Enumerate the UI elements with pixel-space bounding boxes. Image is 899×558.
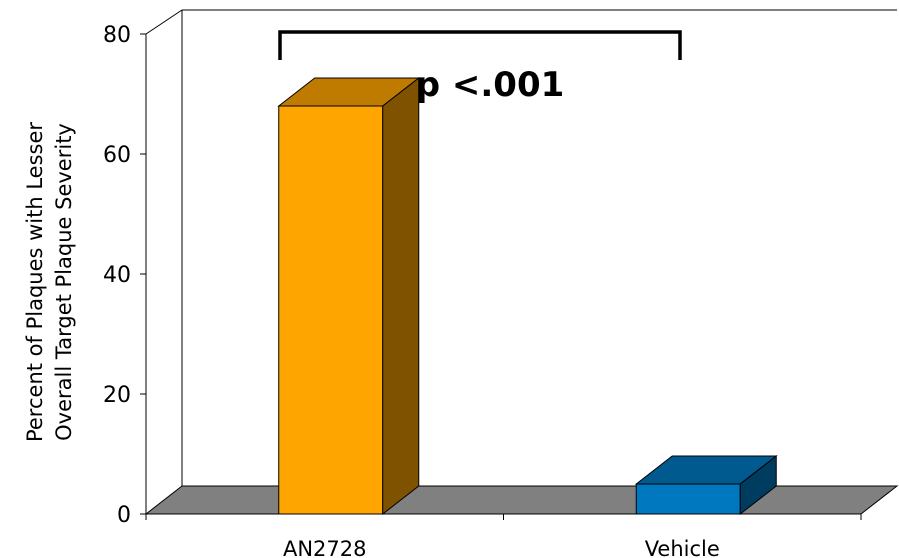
significance-bracket xyxy=(278,30,682,60)
front-top-diagonal xyxy=(145,9,183,35)
p-value-annotation: p <.001 xyxy=(416,65,565,105)
chart-floor xyxy=(144,485,899,515)
plot-frame xyxy=(145,9,897,486)
bar-front-face xyxy=(635,483,741,515)
y-axis-label: Percent of Plaques with Lesser Overall T… xyxy=(23,122,76,442)
y-tick-label: 60 xyxy=(103,143,131,168)
y-tick-label: 40 xyxy=(103,263,131,288)
y-tick-label: 0 xyxy=(117,503,131,528)
y-tick-label: 80 xyxy=(103,23,131,48)
bar-vehicle xyxy=(634,454,778,516)
x-axis-ticks: AN2728 Vehicle xyxy=(145,514,862,558)
bar-side-face xyxy=(382,76,420,516)
bar-an2728 xyxy=(277,76,421,516)
bar-front-face xyxy=(278,105,384,515)
y-axis-label-line-1: Percent of Plaques with Lesser xyxy=(23,122,47,442)
y-axis-ticks: 0 20 40 60 80 xyxy=(103,23,146,528)
bars xyxy=(277,76,778,516)
y-axis-label-line-2: Overall Target Plaque Severity xyxy=(52,123,76,441)
x-tick-label: Vehicle xyxy=(645,537,720,558)
x-tick-label: AN2728 xyxy=(283,537,367,558)
bar-side-face xyxy=(739,454,777,516)
y-tick-label: 20 xyxy=(103,383,131,408)
